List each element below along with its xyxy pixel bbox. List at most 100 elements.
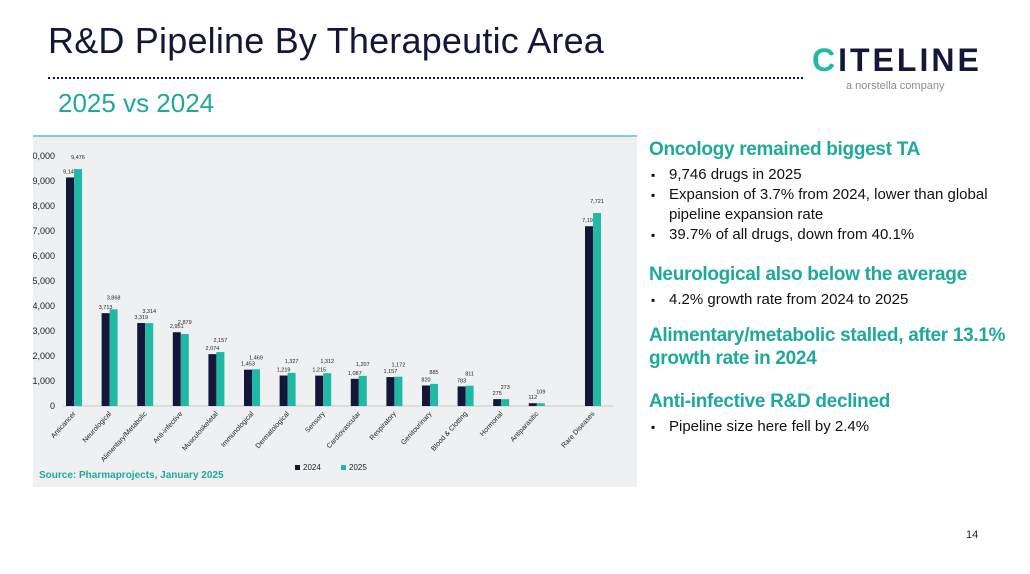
x-tick-label: Sensory [304, 410, 327, 434]
data-label: 7,721 [590, 199, 604, 205]
bar-2025 [501, 399, 510, 406]
y-tick-label: 9,000 [33, 176, 55, 186]
bar-2024 [386, 377, 395, 406]
data-label: 273 [501, 385, 510, 391]
data-label: 112 [528, 395, 537, 401]
bar-2024 [315, 375, 324, 406]
bar-2024 [457, 386, 466, 406]
y-tick-label: 8,000 [33, 201, 55, 211]
data-label: 1,172 [392, 363, 406, 369]
y-tick-label: 3,000 [33, 326, 55, 336]
note-group-anti-infective: Anti-infective R&D declined Pipeline siz… [649, 390, 1009, 437]
x-tick-label: Genitourinary [400, 410, 434, 446]
note-bullet: 9,746 drugs in 2025 [649, 165, 1009, 185]
notes-panel: Oncology remained biggest TA 9,746 drugs… [649, 138, 1009, 437]
x-tick-label: Neurological [82, 410, 114, 444]
x-tick-label: Respiratory [369, 410, 398, 442]
x-tick-label: Anticancer [50, 410, 78, 440]
y-tick-label: 4,000 [33, 301, 55, 311]
bar-2025 [323, 373, 332, 406]
bar-2025 [252, 369, 260, 406]
y-tick-label: 2,000 [33, 351, 55, 361]
data-label: 2,951 [170, 324, 184, 330]
x-tick-label: Musculoskeletal [181, 410, 220, 452]
bar-2024 [585, 226, 593, 406]
note-heading: Anti-infective R&D declined [649, 391, 891, 412]
legend-label: 2024 [303, 463, 321, 472]
slide-subtitle: 2025 vs 2024 [58, 88, 215, 118]
y-tick-label: 0 [50, 401, 55, 411]
x-tick-label: Blood & Clotting [430, 411, 469, 453]
page-number: 14 [966, 529, 979, 541]
data-label: 1,215 [312, 368, 326, 374]
note-bullet: Expansion of 3.7% from 2024, lower than … [649, 185, 1009, 225]
x-tick-label: Anti-infective [152, 411, 184, 446]
x-tick-label: Antiparasitic [510, 410, 541, 443]
note-bullet: 4.2% growth rate from 2024 to 2025 [649, 290, 1009, 310]
note-heading: Neurological also below the average [649, 264, 967, 285]
data-label: 2,074 [206, 346, 220, 352]
bar-2024 [137, 323, 146, 406]
legend-label: 2025 [349, 463, 367, 472]
legend-swatch [341, 465, 346, 470]
data-label: 1,219 [277, 368, 291, 374]
data-label: 2,157 [214, 338, 228, 344]
note-bullet: 39.7% of all drugs, down from 40.1% [649, 225, 1009, 245]
data-label: 9,476 [71, 155, 85, 161]
data-label: 1,469 [249, 355, 263, 361]
bar-2025 [536, 403, 545, 406]
data-label: 1,453 [241, 362, 255, 368]
note-bullet: Pipeline size here fell by 2.4% [649, 417, 1009, 437]
data-label: 3,713 [99, 305, 113, 311]
bar-2024 [66, 177, 74, 406]
x-tick-label: Rare Diseases [561, 410, 597, 449]
bar-2024 [279, 375, 288, 406]
bar-2025 [216, 352, 225, 406]
bar-2024 [493, 399, 502, 406]
bar-2024 [208, 354, 217, 406]
bar-2024 [422, 385, 430, 406]
bar-2025 [358, 375, 367, 406]
bar-2024 [101, 313, 110, 406]
data-label: 820 [421, 378, 430, 384]
note-heading: Alimentary/metabolic stalled, after 13.1… [649, 325, 1006, 369]
x-tick-label: Immunological [220, 410, 256, 449]
note-group-neurological: Neurological also below the average 4.2%… [649, 263, 1009, 310]
data-label: 275 [493, 391, 502, 397]
data-label: 1,157 [384, 369, 398, 375]
data-label: 1,312 [320, 359, 334, 365]
bar-2025 [394, 376, 403, 406]
y-tick-label: 6,000 [33, 251, 55, 261]
y-tick-label: 10,000 [33, 151, 55, 161]
data-label: 1,327 [285, 359, 299, 365]
bar-2025 [430, 383, 438, 406]
x-tick-label: Hormonal [479, 410, 505, 438]
citeline-logo: CITELINE a norstella company [812, 42, 992, 98]
bar-2024 [244, 369, 252, 406]
x-tick-label: Cardiovascular [326, 410, 363, 450]
bar-2025 [145, 323, 154, 406]
title-divider [48, 77, 803, 79]
x-tick-label: Dermatological [255, 410, 292, 450]
y-tick-label: 7,000 [33, 226, 55, 236]
bar-2025 [593, 212, 601, 406]
bar-2024 [350, 378, 359, 406]
logo-wordmark: CITELINE [812, 42, 982, 78]
y-tick-label: 1,000 [33, 376, 55, 386]
data-label: 885 [429, 370, 438, 376]
data-label: 783 [457, 378, 466, 384]
data-label: 1,207 [356, 362, 370, 368]
data-label: 811 [465, 372, 474, 378]
note-group-oncology: Oncology remained biggest TA 9,746 drugs… [649, 138, 1009, 245]
data-label: 3,319 [134, 315, 148, 321]
pipeline-bar-chart: 0 1,000 2,000 3,000 4,000 5,000 6,000 7,000 8,00… [33, 151, 613, 472]
legend-swatch [295, 465, 300, 470]
data-label: 109 [536, 389, 545, 395]
data-label: 3,868 [107, 295, 121, 301]
data-label: 9,142 [63, 169, 77, 175]
note-heading: Oncology remained biggest TA [649, 139, 921, 160]
data-label: 1,087 [348, 371, 362, 377]
note-group-alimentary: Alimentary/metabolic stalled, after 13.1… [649, 324, 1009, 370]
data-label: 3,314 [142, 309, 156, 315]
chart-source: Source: Pharmaprojects, January 2025 [39, 470, 224, 481]
